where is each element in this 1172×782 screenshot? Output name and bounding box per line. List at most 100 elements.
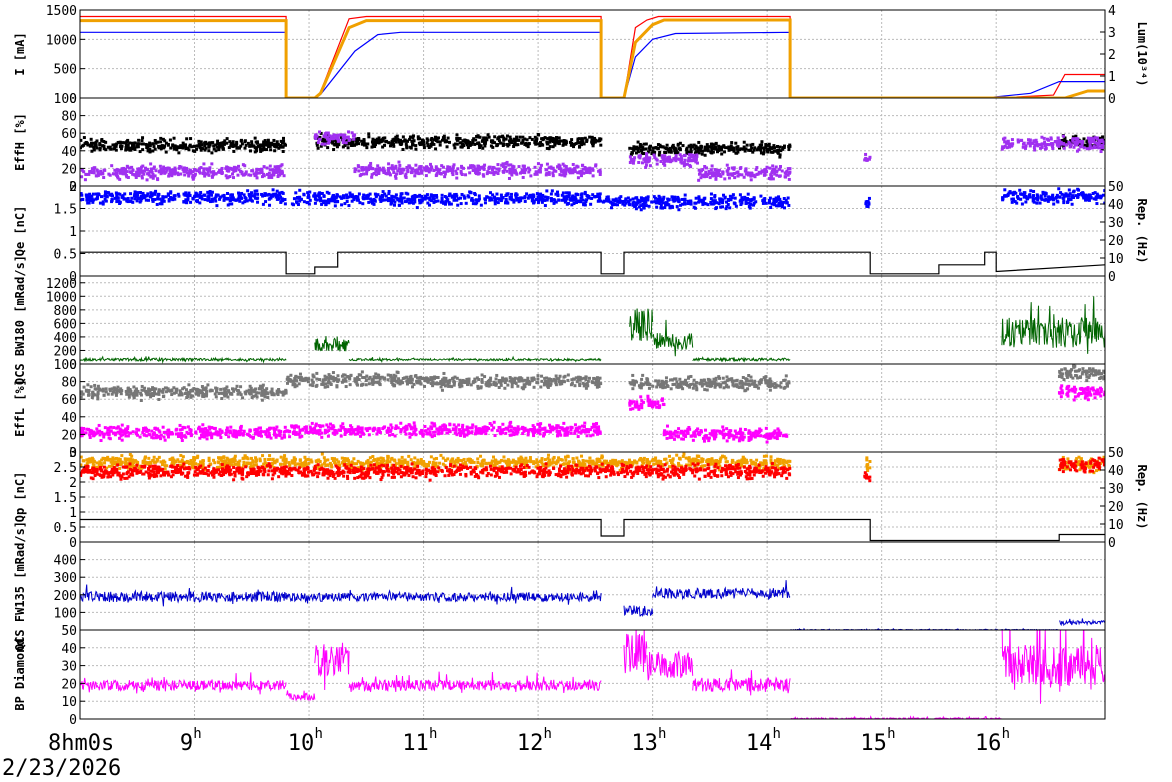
- data-point: [545, 172, 549, 176]
- data-point: [280, 163, 284, 167]
- data-point: [582, 171, 586, 175]
- data-point: [711, 150, 715, 154]
- data-point: [185, 201, 189, 205]
- data-point: [442, 170, 446, 174]
- data-point: [315, 143, 319, 147]
- data-point: [432, 142, 436, 146]
- data-point: [166, 142, 170, 146]
- data-point: [698, 170, 702, 174]
- data-point: [504, 137, 508, 141]
- data-point: [1083, 195, 1087, 199]
- data-point: [162, 167, 166, 171]
- data-point: [686, 376, 690, 380]
- data-point: [493, 202, 497, 206]
- data-point: [597, 199, 601, 203]
- data-point: [528, 193, 532, 197]
- data-point: [199, 194, 203, 198]
- data-point: [399, 138, 403, 142]
- data-point: [510, 192, 514, 196]
- data-point: [523, 137, 527, 141]
- data-point: [788, 167, 792, 171]
- data-point: [592, 381, 596, 385]
- data-point: [209, 388, 213, 392]
- data-point: [512, 165, 516, 169]
- data-point: [181, 141, 185, 145]
- data-point: [1011, 197, 1015, 201]
- data-point: [207, 173, 211, 177]
- data-point: [727, 176, 731, 180]
- data-point: [356, 164, 360, 168]
- data-point: [360, 166, 364, 170]
- data-point: [1062, 201, 1066, 205]
- data-point: [783, 175, 787, 179]
- data-point: [740, 385, 744, 389]
- data-point: [278, 169, 282, 173]
- data-point: [769, 150, 773, 154]
- data-point: [607, 199, 611, 203]
- data-point: [494, 383, 498, 387]
- data-point: [157, 397, 161, 401]
- data-point: [783, 171, 787, 175]
- data-point: [550, 189, 554, 193]
- data-point: [141, 136, 145, 140]
- data-point: [1033, 148, 1037, 152]
- data-point: [1064, 192, 1068, 196]
- data-point: [701, 382, 705, 386]
- data-point: [467, 381, 471, 385]
- data-point: [291, 383, 295, 387]
- data-point: [641, 202, 645, 206]
- data-point: [1079, 375, 1083, 379]
- data-point: [535, 197, 539, 201]
- data-point: [1027, 138, 1031, 142]
- data-point: [665, 143, 669, 147]
- data-point: [125, 197, 129, 201]
- data-point: [124, 167, 128, 171]
- data-point: [667, 198, 671, 202]
- data-point: [1024, 144, 1028, 148]
- data-point: [116, 385, 120, 389]
- data-point: [501, 143, 505, 147]
- data-point: [700, 152, 704, 156]
- data-point: [370, 140, 374, 144]
- data-point: [1102, 142, 1105, 146]
- data-point: [768, 377, 772, 381]
- data-point: [545, 146, 549, 150]
- data-point: [193, 144, 197, 148]
- data-point: [101, 387, 105, 391]
- data-point: [177, 166, 181, 170]
- data-point: [553, 137, 557, 141]
- data-point: [298, 196, 302, 200]
- data-point: [1061, 372, 1065, 376]
- data-point: [246, 141, 250, 145]
- data-point: [344, 379, 348, 383]
- data-point: [121, 194, 125, 198]
- data-point: [725, 205, 729, 209]
- data-point: [1099, 150, 1103, 154]
- data-point: [238, 391, 242, 395]
- data-point: [538, 197, 542, 201]
- data-point: [474, 202, 478, 206]
- data-point: [480, 379, 484, 383]
- data-point: [551, 136, 555, 140]
- data-point: [442, 134, 446, 138]
- data-point: [747, 201, 751, 205]
- data-point: [1040, 145, 1044, 149]
- data-point: [220, 171, 224, 175]
- data-point: [86, 143, 90, 147]
- data-point: [1089, 368, 1093, 372]
- data-point: [400, 201, 404, 205]
- data-point: [662, 195, 666, 199]
- data-point: [202, 387, 206, 391]
- data-point: [226, 192, 230, 196]
- data-point: [476, 199, 480, 203]
- data-point: [594, 383, 598, 387]
- data-point: [423, 197, 427, 201]
- data-point: [785, 169, 789, 173]
- data-point: [1092, 138, 1096, 142]
- data-point: [148, 389, 152, 393]
- data-point: [731, 383, 735, 387]
- data-point: [166, 192, 170, 196]
- data-point: [724, 146, 728, 150]
- data-point: [631, 161, 635, 165]
- data-point: [644, 204, 648, 208]
